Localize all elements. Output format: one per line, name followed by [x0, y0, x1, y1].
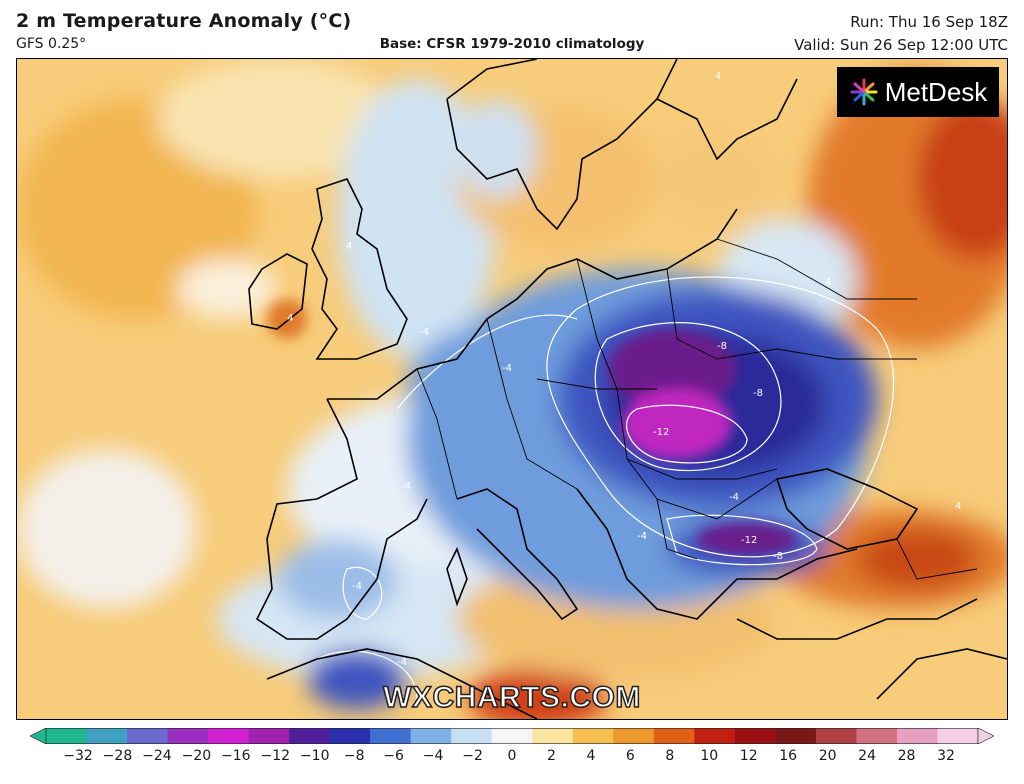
coastlines — [248, 59, 1007, 719]
colorbar-cell — [734, 728, 776, 744]
wxcharts-watermark: WXCHARTS.COM — [382, 680, 641, 715]
colorbar-cell — [46, 728, 88, 744]
contour-label: -12 — [741, 535, 757, 546]
colorbar-tick-label: −4 — [422, 748, 444, 764]
colorbar-tick-label: 24 — [858, 748, 876, 764]
borders — [416, 238, 978, 580]
colorbar-tick-labels: −32 −28 −24 −20 −16 −12 −10 −8 −6 −4 −2 0 2 4 6 8 10 12 16… — [0, 748, 1024, 770]
colorbar-tick-label: 12 — [739, 748, 758, 764]
colorbar-tick-label: 4 — [586, 748, 596, 764]
colorbar-right-arrow — [977, 728, 994, 744]
colorbar-cell — [937, 728, 979, 744]
anomaly-field — [17, 59, 1007, 719]
colorbar-cell — [815, 728, 857, 744]
colorbar-cell — [653, 728, 695, 744]
colorbar-cell — [694, 728, 736, 744]
colorbar-tick-label: 32 — [937, 748, 955, 764]
base-climatology-label: Base: CFSR 1979-2010 climatology — [379, 36, 645, 52]
run-label: Run: Thu 16 Sep 18Z — [850, 13, 1008, 31]
colorbar-cell — [167, 728, 209, 744]
colorbar-tick-label: −2 — [462, 748, 483, 764]
metdesk-logo: MetDesk — [837, 67, 999, 117]
valid-time-label: Valid: Sun 26 Sep 12:00 UTC — [794, 36, 1008, 54]
contour-label: -8 — [717, 341, 727, 352]
colorbar-cell — [613, 728, 655, 744]
colorbar-tick-label: 0 — [507, 748, 517, 764]
colorbar-cell — [451, 728, 493, 744]
colorbar-tick-label: 16 — [779, 748, 798, 764]
map-canvas: 4 4 4 4 4 -4 -4 -4 -4 -4 -4 -4 -8 -8 -8 … — [17, 59, 1007, 719]
colorbar-tick-label: −8 — [343, 748, 365, 764]
colorbar-cell — [532, 728, 574, 744]
colorbar-cell — [856, 728, 898, 744]
colorbar-tick-label: 8 — [665, 748, 675, 764]
colorbar-tick-label: −6 — [383, 748, 404, 764]
contour-label: -12 — [653, 427, 669, 438]
contour-label: -8 — [773, 551, 783, 562]
colorbar-tick-label: 20 — [818, 748, 837, 764]
colorbar — [30, 728, 994, 744]
colorbar-cell — [491, 728, 533, 744]
contour-label: 4 — [287, 313, 293, 324]
colorbar-cell — [896, 728, 938, 744]
colorbar-tick-label: −12 — [260, 748, 291, 764]
contour-label: -4 — [637, 531, 647, 542]
contour-label: -8 — [753, 388, 763, 399]
model-label: GFS 0.25° — [16, 36, 87, 52]
colorbar-tick-label: −28 — [102, 748, 133, 764]
contour-label: -4 — [729, 492, 739, 503]
contour-label: -4 — [401, 481, 411, 492]
colorbar-tick-label: −24 — [142, 748, 172, 764]
colorbar-tick-label: 10 — [700, 748, 719, 764]
colorbar-left-arrow — [30, 728, 47, 744]
colorbar-cell — [370, 728, 412, 744]
colorbar-cell — [410, 728, 452, 744]
colorbar-tick-label: 28 — [897, 748, 916, 764]
colorbar-cell — [86, 728, 128, 744]
colorbar-tick-label: 6 — [625, 748, 635, 764]
colorbar-cell — [329, 728, 371, 744]
colorbar-cell — [289, 728, 331, 744]
contour-label: -4 — [352, 581, 362, 592]
colorbar-cell — [572, 728, 614, 744]
logo-text: MetDesk — [884, 76, 988, 107]
contour-label: 4 — [346, 241, 352, 252]
colorbar-tick-label: −16 — [221, 748, 251, 764]
contour-label: -4 — [502, 363, 512, 374]
contour-label: -4 — [419, 327, 429, 338]
contour-label: 4 — [825, 277, 831, 288]
colorbar-tick-label: −10 — [299, 748, 330, 764]
colorbar-tick-label: −32 — [63, 748, 93, 764]
temperature-anomaly-map: 4 4 4 4 4 -4 -4 -4 -4 -4 -4 -4 -8 -8 -8 … — [16, 58, 1008, 720]
colorbar-tick-label: 2 — [546, 748, 556, 764]
map-title: 2 m Temperature Anomaly (°C) — [16, 10, 352, 32]
contour-label: 4 — [955, 501, 961, 512]
colorbar-cell — [248, 728, 290, 744]
metdesk-starburst-icon — [850, 78, 878, 106]
contour-label: 4 — [715, 71, 721, 82]
contour-label: -4 — [397, 657, 407, 668]
colorbar-cell — [775, 728, 817, 744]
contour-label-group: 4 4 4 4 4 -4 -4 -4 -4 -4 -4 -4 -8 -8 -8 … — [287, 71, 961, 668]
colorbar-cell — [208, 728, 250, 744]
colorbar-tick-label: −20 — [181, 748, 212, 764]
colorbar-cell — [127, 728, 169, 744]
contour-lines — [316, 276, 895, 700]
